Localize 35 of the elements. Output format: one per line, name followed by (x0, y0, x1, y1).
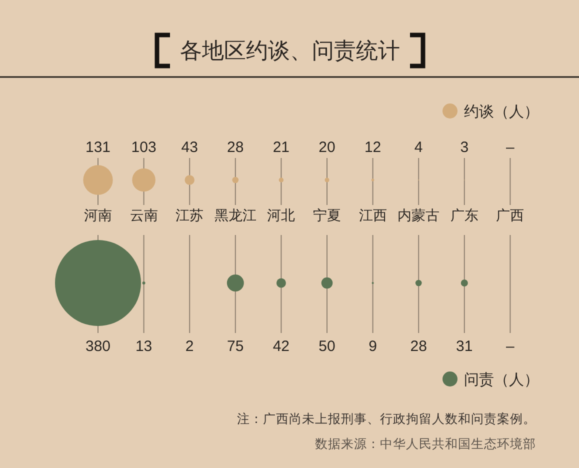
category-label: 河南 (84, 207, 112, 223)
value-label: 380 (85, 338, 111, 355)
value-label: 50 (318, 338, 336, 355)
value-label: 12 (364, 139, 382, 156)
value-label: 4 (414, 139, 423, 156)
value-label: 2 (185, 338, 194, 355)
value-label: – (506, 338, 514, 355)
annotation: 注：广西尚未上报刑事、行政拘留人数和问责案例。 (237, 412, 536, 426)
legend-text: 约谈（人） (464, 104, 539, 120)
category-label: 江苏 (176, 207, 204, 223)
category-label: 云南 (130, 207, 158, 223)
value-label: 13 (135, 338, 152, 355)
legend-text: 问责（人） (464, 372, 539, 388)
category-label: 宁夏 (313, 207, 341, 223)
value-label: 103 (131, 139, 156, 156)
category-label: 黑龙江 (214, 207, 256, 223)
value-label: 42 (272, 338, 290, 355)
value-label: 20 (318, 139, 336, 156)
title: 各地区约谈、问责统计 (180, 38, 400, 63)
value-label: 31 (456, 338, 473, 355)
value-label: 3 (460, 139, 469, 156)
value-label: 43 (181, 139, 198, 156)
value-label: – (506, 139, 514, 156)
value-label: 9 (368, 338, 377, 355)
value-label: 75 (227, 338, 244, 355)
value-label: 28 (410, 338, 427, 355)
category-label: 内蒙古 (398, 207, 440, 223)
category-label: 江西 (358, 207, 387, 223)
value-label: 21 (272, 139, 290, 156)
annotation: 数据来源：中华人民共和国生态环境部 (315, 437, 536, 451)
category-label: 广东 (450, 207, 478, 223)
value-label: 28 (227, 139, 244, 156)
value-label: 131 (85, 139, 111, 156)
category-label: 河北 (267, 207, 296, 223)
category-label: 广西 (496, 207, 524, 223)
